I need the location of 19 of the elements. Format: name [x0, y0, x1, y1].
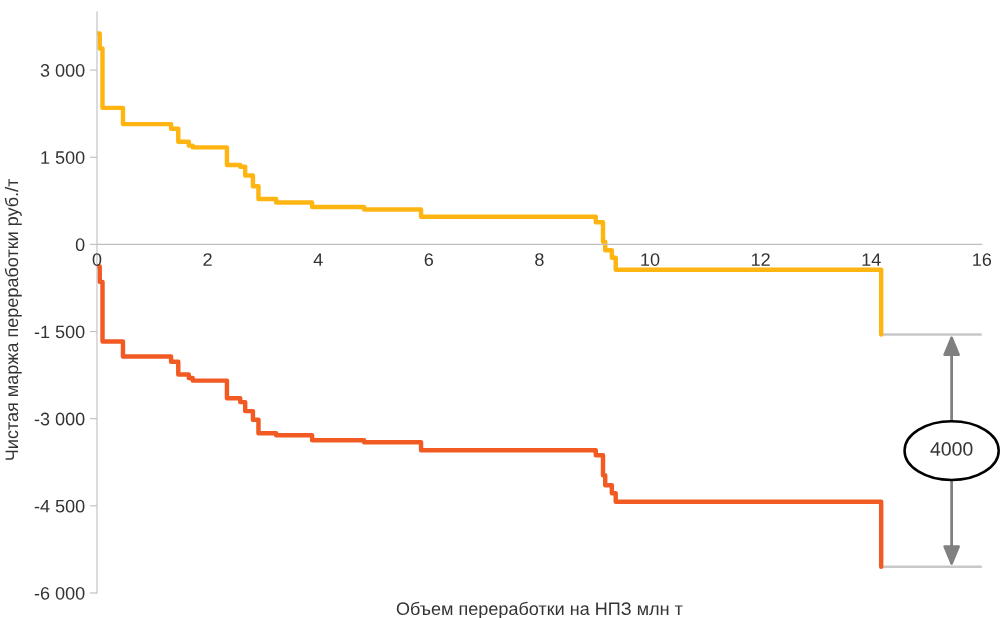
x-tick-label: 8: [535, 253, 544, 266]
y-tick-label: 1 500: [41, 151, 85, 164]
annotation: 4000: [930, 442, 973, 456]
x-tick-label: 0: [92, 253, 102, 266]
y-tick-label: 0: [75, 238, 85, 252]
x-tick-label: 16: [973, 253, 992, 266]
x-tick-label: 12: [751, 253, 770, 266]
x-tick-label: 10: [641, 253, 660, 266]
x-tick-label: 2: [203, 253, 212, 266]
x-tick-label: 14: [862, 253, 881, 266]
y-tick-label: 3 000: [40, 64, 85, 77]
y-tick-label: -6 000: [34, 586, 85, 600]
y-tick-label: -1 500: [34, 325, 85, 339]
x-tick-label: 4: [313, 253, 323, 266]
y-tick-label: -4 500: [34, 499, 85, 513]
x-axis-title: Объем переработки на НПЗ млн т: [396, 601, 683, 618]
y-tick-label: -3 000: [34, 412, 85, 426]
y-axis-title: Чистая маржа переработки руб./т: [4, 178, 22, 460]
x-tick-label: 6: [424, 253, 434, 266]
